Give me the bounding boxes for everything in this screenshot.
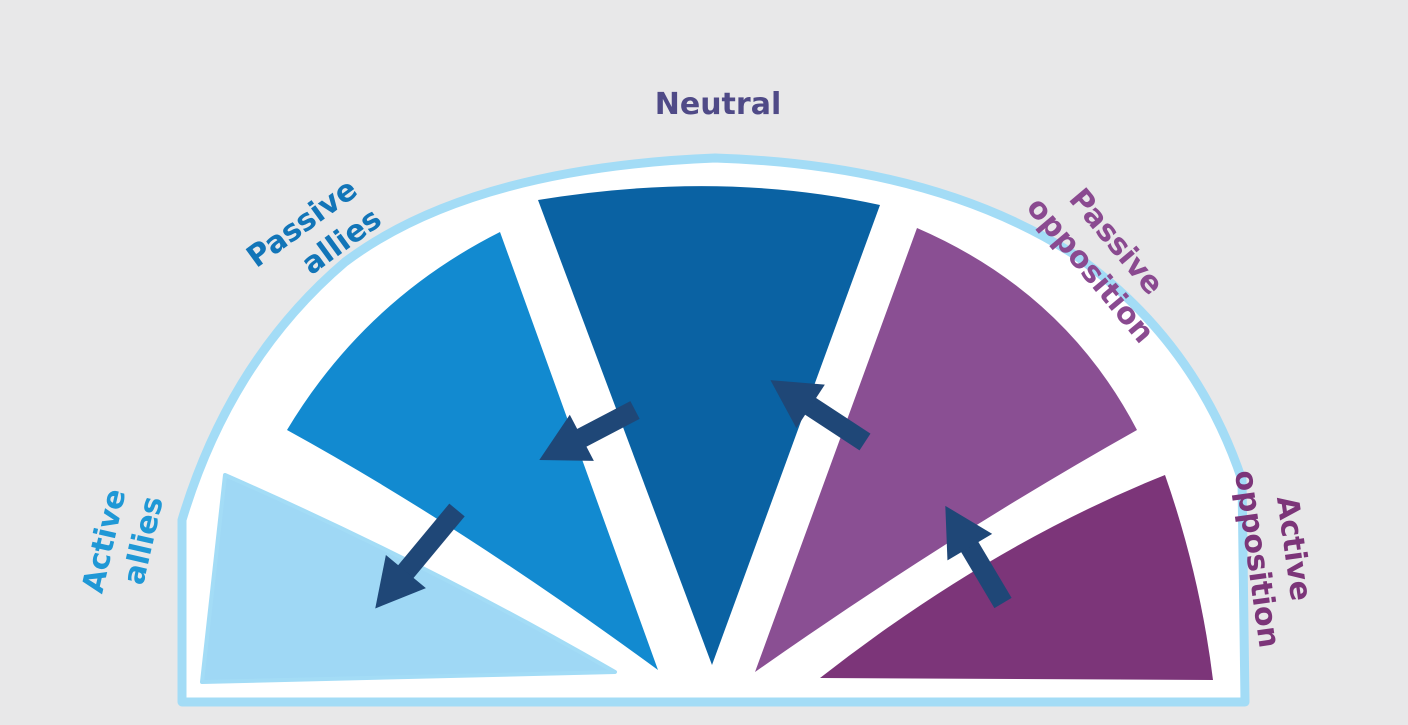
segment-neutral (538, 186, 880, 665)
label-active-allies: Active allies (76, 475, 173, 604)
segment-passive-allies (287, 232, 658, 670)
arrow-passive-allies-to-active-allies (375, 503, 465, 609)
arrow-passive-opposition-to-neutral (770, 380, 871, 451)
arrow-active-opposition-to-passive-opposition (945, 505, 1012, 609)
label-neutral: Neutral (655, 87, 781, 122)
arrow-neutral-to-passive-allies (539, 401, 640, 461)
segment-active-opposition (820, 475, 1213, 680)
segment-passive-opposition (755, 228, 1137, 672)
